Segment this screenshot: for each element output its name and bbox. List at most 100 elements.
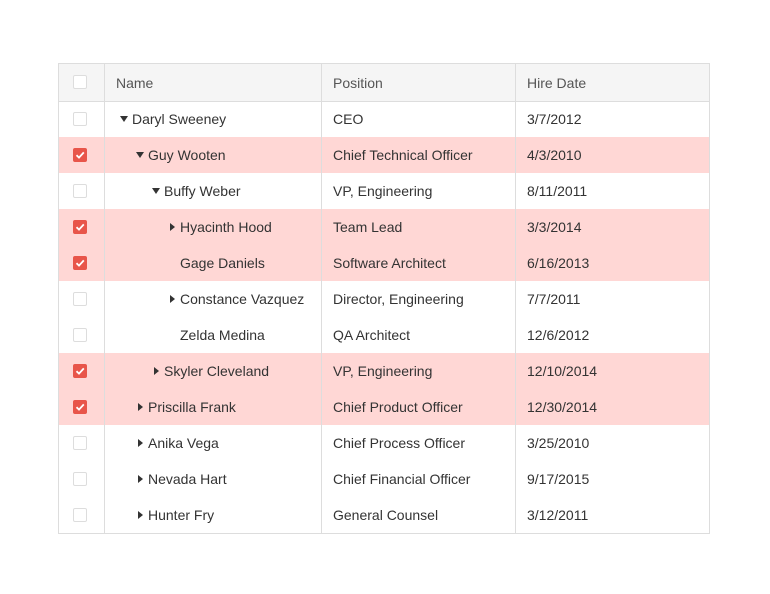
expander[interactable]: [138, 403, 143, 411]
cell-text: Constance Vazquez: [180, 291, 305, 307]
column-divider: [515, 245, 516, 281]
cell-text: Name: [116, 74, 154, 91]
column-divider: [515, 497, 516, 533]
column-divider: [104, 425, 105, 461]
cell-text: Position: [333, 74, 383, 91]
check-mark: [75, 223, 85, 231]
column-divider: [104, 209, 105, 245]
name-cell: Hyacinth Hood: [104, 209, 321, 245]
hire-date-cell: 4/3/2010: [515, 137, 709, 173]
hire-date-cell: 8/11/2011: [515, 173, 709, 209]
cell-text: Hunter Fry: [148, 507, 215, 523]
expander[interactable]: [136, 152, 144, 158]
cell-text: Anika Vega: [148, 435, 219, 451]
expander[interactable]: [138, 511, 143, 519]
cell-text: VP, Engineering: [333, 183, 433, 199]
cell-text: 12/6/2012: [527, 327, 590, 343]
cell-text: Chief Process Officer: [333, 435, 466, 451]
check-mark: [75, 259, 85, 267]
column-divider: [104, 281, 105, 317]
name-cell: Hunter Fry: [104, 497, 321, 533]
expander[interactable]: [154, 367, 159, 375]
expander[interactable]: [170, 223, 175, 231]
cell-text: Skyler Cleveland: [164, 363, 270, 379]
select-all-checkbox[interactable]: [73, 75, 87, 89]
cell-text: 8/11/2011: [527, 183, 588, 199]
data-row[interactable]: Skyler Cleveland VP, Engineering 12/10/201…: [59, 353, 709, 389]
column-header[interactable]: Name: [104, 64, 321, 101]
column-divider: [515, 461, 516, 497]
row-checkbox[interactable]: [73, 292, 87, 306]
column-divider: [321, 173, 322, 209]
position-cell: Director, Engineering: [321, 281, 515, 317]
cell-text: 3/3/2014: [527, 219, 582, 235]
cell-text: 12/30/2014: [527, 399, 598, 415]
data-row[interactable]: Hyacinth Hood Team Lead 3/3/2014: [59, 209, 709, 245]
hire-date-cell: 3/25/2010: [515, 425, 709, 461]
data-row[interactable]: Anika Vega Chief Process Officer 3/25/2010: [59, 425, 709, 461]
cell-text: Zelda Medina: [180, 327, 265, 343]
position-cell: Chief Technical Officer: [321, 137, 515, 173]
name-cell: Zelda Medina: [104, 317, 321, 353]
data-row[interactable]: Gage Daniels Software Architect 6/16/2013: [59, 245, 709, 281]
cell-text: 7/7/2011: [527, 291, 581, 307]
data-row[interactable]: Constance Vazquez Director, Engineering 7/…: [59, 281, 709, 317]
row-checkbox[interactable]: [73, 400, 87, 414]
check-mark: [75, 151, 85, 159]
column-divider: [515, 281, 516, 317]
row-checkbox[interactable]: [73, 436, 87, 450]
column-header[interactable]: Position: [321, 64, 515, 101]
hire-date-cell: 6/16/2013: [515, 245, 709, 281]
cell-text: Guy Wooten: [148, 147, 226, 163]
expander[interactable]: [120, 116, 128, 122]
data-row[interactable]: Hunter Fry General Counsel 3/12/2011: [59, 497, 709, 533]
name-cell: Nevada Hart: [104, 461, 321, 497]
data-row[interactable]: Guy Wooten Chief Technical Officer 4/3/201…: [59, 137, 709, 173]
column-divider: [104, 64, 105, 101]
cell-text: Director, Engineering: [333, 291, 464, 307]
column-divider: [321, 317, 322, 353]
hire-date-cell: 12/6/2012: [515, 317, 709, 353]
row-checkbox[interactable]: [73, 472, 87, 486]
expander[interactable]: [170, 295, 175, 303]
data-row[interactable]: Nevada Hart Chief Financial Officer 9/17/2…: [59, 461, 709, 497]
expander[interactable]: [152, 188, 160, 194]
position-cell: General Counsel: [321, 497, 515, 533]
column-divider: [321, 137, 322, 173]
column-divider: [515, 353, 516, 389]
cell-text: Priscilla Frank: [148, 399, 236, 415]
cell-text: Gage Daniels: [180, 255, 265, 271]
position-cell: VP, Engineering: [321, 173, 515, 209]
column-divider: [104, 317, 105, 353]
row-checkbox[interactable]: [73, 112, 87, 126]
data-row[interactable]: Buffy Weber VP, Engineering 8/11/2011: [59, 173, 709, 209]
row-checkbox[interactable]: [73, 364, 87, 378]
row-checkbox[interactable]: [73, 328, 87, 342]
cell-text: VP, Engineering: [333, 363, 433, 379]
row-checkbox[interactable]: [73, 508, 87, 522]
column-divider: [104, 389, 105, 425]
column-header[interactable]: Hire Date: [515, 64, 709, 101]
column-divider: [321, 245, 322, 281]
column-divider: [104, 461, 105, 497]
expander[interactable]: [138, 439, 143, 447]
row-checkbox[interactable]: [73, 256, 87, 270]
row-checkbox[interactable]: [73, 184, 87, 198]
data-row[interactable]: Zelda Medina QA Architect 12/6/2012: [59, 317, 709, 353]
data-row[interactable]: Daryl Sweeney CEO 3/7/2012: [59, 101, 709, 137]
name-cell: Priscilla Frank: [104, 389, 321, 425]
row-checkbox[interactable]: [73, 220, 87, 234]
position-cell: Chief Product Officer: [321, 389, 515, 425]
column-divider: [321, 497, 322, 533]
expander[interactable]: [138, 475, 143, 483]
name-cell: Daryl Sweeney: [104, 101, 321, 137]
check-mark: [75, 403, 85, 411]
cell-text: Chief Financial Officer: [333, 471, 471, 487]
hire-date-cell: 9/17/2015: [515, 461, 709, 497]
column-divider: [104, 353, 105, 389]
hire-date-cell: 3/3/2014: [515, 209, 709, 245]
row-checkbox[interactable]: [73, 148, 87, 162]
name-cell: Gage Daniels: [104, 245, 321, 281]
data-row[interactable]: Priscilla Frank Chief Product Officer 12/3…: [59, 389, 709, 425]
name-cell: Constance Vazquez: [104, 281, 321, 317]
